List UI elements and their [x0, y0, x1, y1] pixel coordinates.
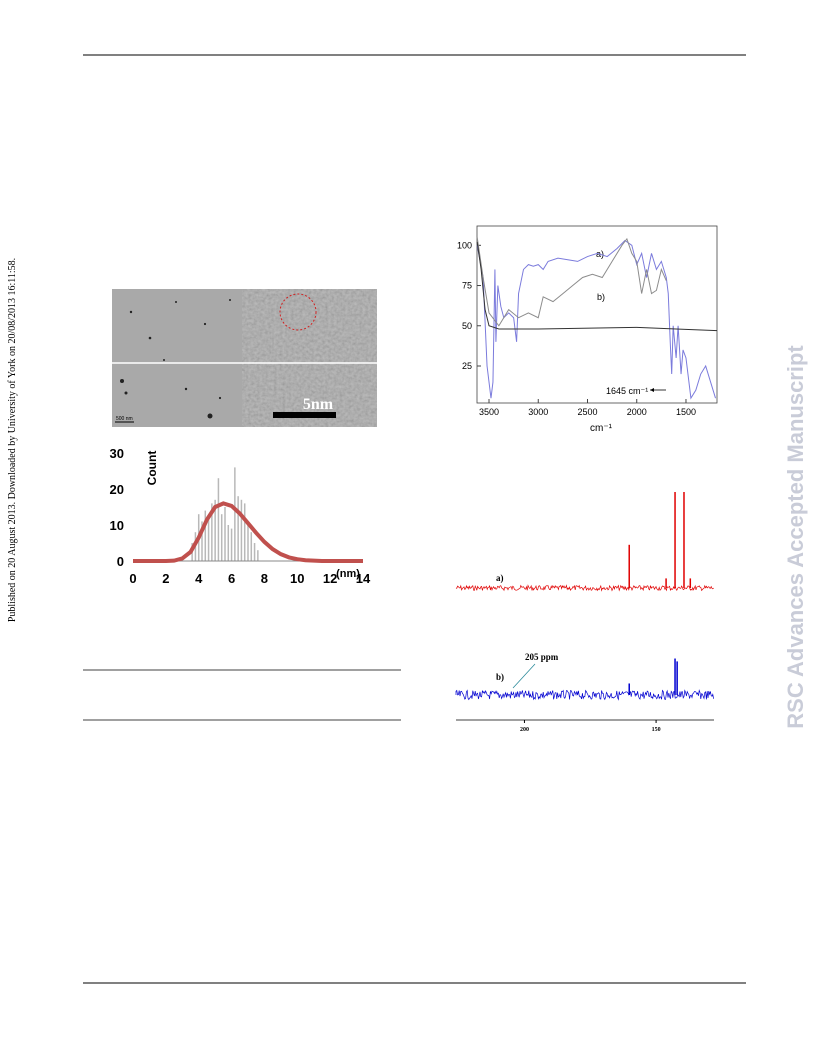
tem-tint	[242, 289, 377, 427]
x-tick-label: 1500	[676, 407, 696, 417]
y-tick-label: 100	[457, 240, 472, 250]
side-note: Published on 20 August 2013. Downloaded …	[7, 258, 18, 622]
fit-curve	[133, 501, 363, 563]
y-tick-label: 20	[110, 482, 124, 497]
ir-spectrum	[476, 242, 718, 332]
y-tick-label: 30	[110, 446, 124, 461]
histogram-ylabel: Count	[145, 451, 159, 486]
y-tick-label: 75	[462, 281, 472, 291]
arrow-head	[650, 388, 654, 392]
tem-high-mag	[242, 289, 377, 427]
tem-low-mag	[112, 289, 242, 427]
small-scale-label: 500 nm	[116, 416, 133, 422]
ir-annotation: b)	[597, 292, 605, 302]
y-tick-label: 25	[462, 361, 472, 371]
watermark: RSC Advances Accepted Manuscript	[783, 345, 808, 729]
scale-bar	[273, 412, 336, 418]
x-tick-label: 2000	[627, 407, 647, 417]
x-tick-label: 150	[652, 727, 661, 733]
x-tick-label: 8	[261, 571, 268, 586]
x-tick-label: 4	[195, 571, 203, 586]
ir-annotation: 1645 cm⁻¹	[606, 386, 648, 396]
spectrum-label: b)	[496, 672, 504, 682]
x-tick-label: 2500	[577, 407, 597, 417]
annotation-line	[512, 663, 536, 689]
ir-xlabel: cm⁻¹	[590, 423, 613, 434]
particles	[120, 299, 231, 419]
ir-frame	[476, 225, 718, 404]
tem-figure: 5nm 500 nm	[112, 289, 377, 427]
histogram-xlabel: (nm)	[336, 568, 360, 580]
x-tick-label: 3500	[479, 407, 499, 417]
x-tick-label: 2	[162, 571, 169, 586]
x-tick-label: 3000	[528, 407, 548, 417]
scale-label: 5nm	[303, 396, 334, 413]
ir-spectrum	[476, 237, 667, 327]
x-tick-label: 6	[228, 571, 235, 586]
x-tick-label: 200	[520, 727, 529, 733]
x-tick-label: 14	[356, 571, 371, 586]
highlight-circle	[279, 293, 317, 331]
ir-spectrum	[476, 239, 717, 400]
y-tick-label: 50	[462, 321, 472, 331]
y-tick-label: 0	[117, 554, 124, 569]
spectrum-label: a)	[496, 573, 504, 583]
noise-baseline	[455, 584, 714, 592]
x-tick-label: 10	[290, 571, 304, 586]
y-tick-label: 10	[110, 518, 124, 533]
x-tick-label: 0	[129, 571, 136, 586]
x-tick-label: 12	[323, 571, 337, 586]
noise-baseline	[455, 689, 714, 701]
nmr-annotation: 205 ppm	[525, 652, 559, 662]
